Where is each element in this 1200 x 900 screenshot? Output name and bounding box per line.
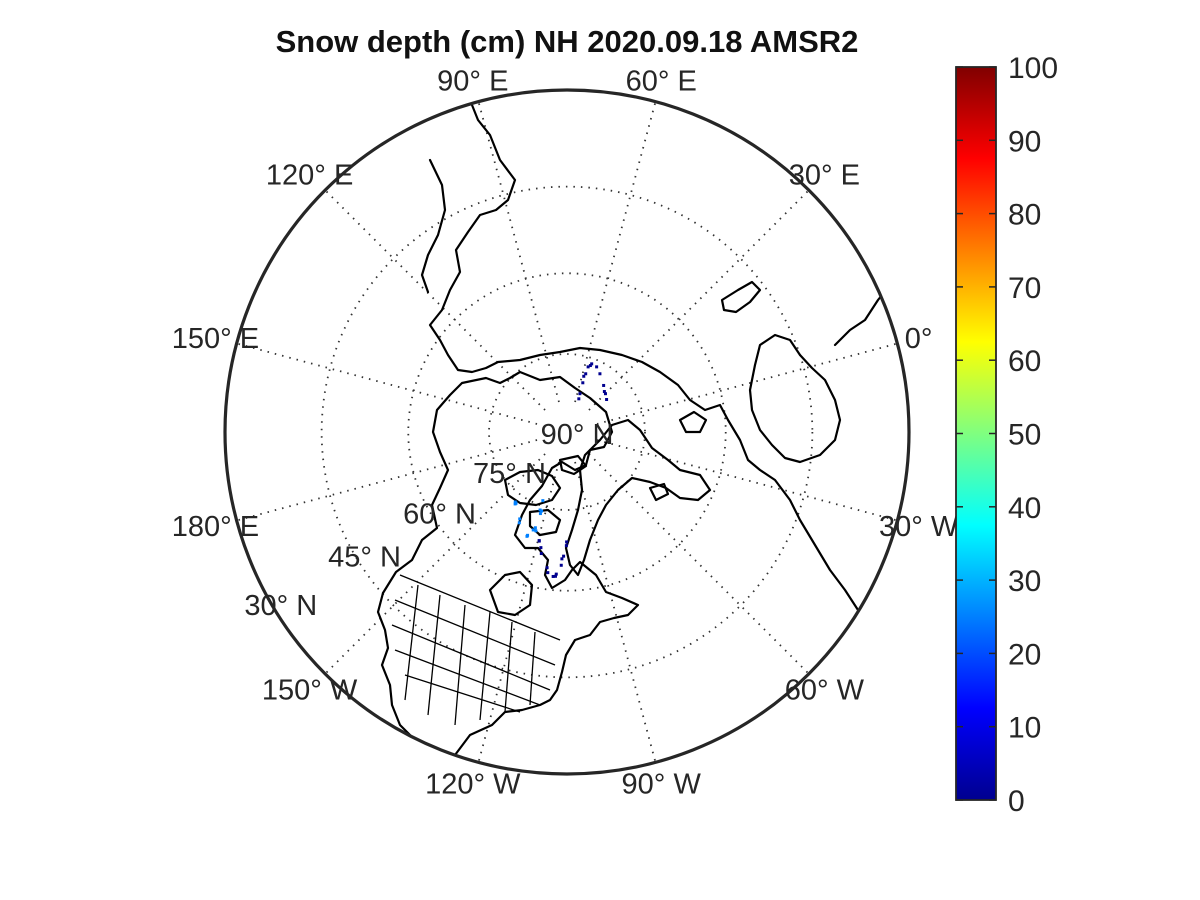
colorbar-tick-label: 10 — [1008, 712, 1041, 745]
snow-pixel — [551, 574, 555, 578]
snow-pixel — [588, 364, 592, 368]
snow-pixel — [590, 362, 594, 366]
snow-pixel — [603, 392, 607, 396]
longitude-label-lon-120e: 120° E — [266, 160, 353, 192]
snow-depth-layer — [513, 362, 609, 578]
snow-pixel — [541, 499, 545, 503]
snow-pixel — [525, 534, 529, 538]
longitude-label-lon-180e: 180° E — [172, 511, 259, 543]
longitude-label-lon-120w: 120° W — [425, 769, 521, 801]
snow-pixel — [595, 365, 599, 369]
colorbar-ticks: 0 10 20 30 40 50 60 70 80 90 100 — [956, 52, 1058, 818]
latitude-label-lat-75n: 75° N — [473, 458, 546, 490]
snow-pixel — [564, 544, 568, 548]
snow-pixel — [598, 372, 602, 376]
colorbar-tick-label: 70 — [1008, 272, 1041, 305]
longitude-label-lon-150w: 150° W — [262, 674, 358, 706]
snow-pixel — [605, 398, 609, 402]
latitude-label-lat-90n: 90° N — [541, 419, 614, 451]
snow-pixel — [562, 554, 566, 558]
snow-pixel — [546, 571, 550, 575]
colorbar-tick-label: 90 — [1008, 125, 1041, 158]
snow-pixel — [602, 390, 606, 394]
colorbar-tick-label: 30 — [1008, 565, 1041, 598]
longitude-label-lon-60e: 60° E — [626, 65, 697, 97]
snow-pixel — [554, 572, 558, 576]
iceland — [648, 482, 670, 502]
latitude-circle-60 — [407, 272, 727, 592]
colorbar: 0 10 20 30 40 50 60 70 80 90 100 — [955, 52, 1058, 818]
far-east-coastline — [420, 158, 447, 294]
snow-pixel — [582, 374, 586, 378]
eurasia-coastline — [428, 98, 860, 612]
us-state-borders — [391, 574, 561, 726]
snow-pixel — [584, 372, 588, 376]
snow-pixel — [581, 381, 585, 385]
colorbar-tick-label: 80 — [1008, 199, 1041, 232]
snow-pixel — [538, 512, 542, 516]
longitude-label-lon-30w: 30° W — [879, 511, 959, 543]
snow-pixel — [539, 546, 543, 550]
longitude-label-lon-90w: 90° W — [622, 769, 702, 801]
colorbar-tick-label: 40 — [1008, 492, 1041, 525]
latitude-circle-45 — [320, 185, 814, 679]
scandinavia-coastline — [748, 333, 842, 464]
latitude-label-lat-60n: 60° N — [403, 498, 476, 530]
snow-pixel — [553, 574, 557, 578]
snow-pixel — [539, 552, 543, 556]
snow-pixel — [577, 397, 581, 401]
greenland-coastline — [564, 418, 712, 577]
colorbar-tick-label: 60 — [1008, 345, 1041, 378]
graticule — [236, 101, 898, 763]
snow-pixel — [578, 392, 582, 396]
longitude-label-lon-90e: 90° E — [437, 65, 508, 97]
snow-pixel — [533, 526, 537, 530]
map-frame — [223, 88, 911, 776]
snow-pixel — [537, 539, 541, 543]
svalbard — [678, 410, 708, 434]
longitude-label-lon-60w: 60° W — [785, 674, 865, 706]
longitude-labels: 120° E 90° E 60° E 30° E 0° 30° W 60° W 90° W 12… — [172, 65, 959, 800]
colorbar-tick-label: 50 — [1008, 419, 1041, 452]
snow-pixel — [586, 365, 590, 369]
longitude-label-lon-150e: 150° E — [172, 323, 259, 355]
north-america-coastline — [381, 370, 640, 774]
snow-pixel — [517, 521, 521, 525]
latitude-label-lat-30n: 30° N — [244, 590, 317, 622]
longitude-label-lon-0: 0° — [905, 323, 933, 355]
snow-pixel — [538, 508, 542, 512]
latitude-labels: 30° N 45° N60° N 75° N 90° N — [244, 419, 613, 622]
snow-pixel — [545, 566, 549, 570]
longitude-label-lon-30e: 30° E — [789, 160, 860, 192]
arctic-archipelago — [503, 454, 588, 537]
map-title: Snow depth (cm) NH 2020.09.18 AMSR2 — [276, 24, 859, 59]
polar-map — [223, 88, 911, 776]
snow-pixel — [518, 517, 522, 521]
hudson-bay — [488, 570, 534, 617]
latitude-label-lat-45n: 45° N — [328, 542, 401, 574]
snow-pixel — [513, 500, 517, 504]
snow-pixel — [565, 540, 569, 544]
snow-pixel — [513, 502, 517, 506]
colorbar-tick-label: 100 — [1008, 52, 1058, 85]
latitude-circle-75 — [488, 353, 646, 511]
novaya-zemlya — [720, 280, 762, 314]
colorbar-tick-label: 0 — [1008, 785, 1025, 818]
colorbar-tick-label: 20 — [1008, 638, 1041, 671]
snow-pixel — [531, 528, 535, 532]
coastlines — [376, 98, 892, 774]
snow-pixel — [560, 557, 564, 561]
snow-pixel — [534, 529, 538, 533]
snow-pixel — [559, 563, 563, 567]
snow-pixel — [602, 383, 606, 387]
